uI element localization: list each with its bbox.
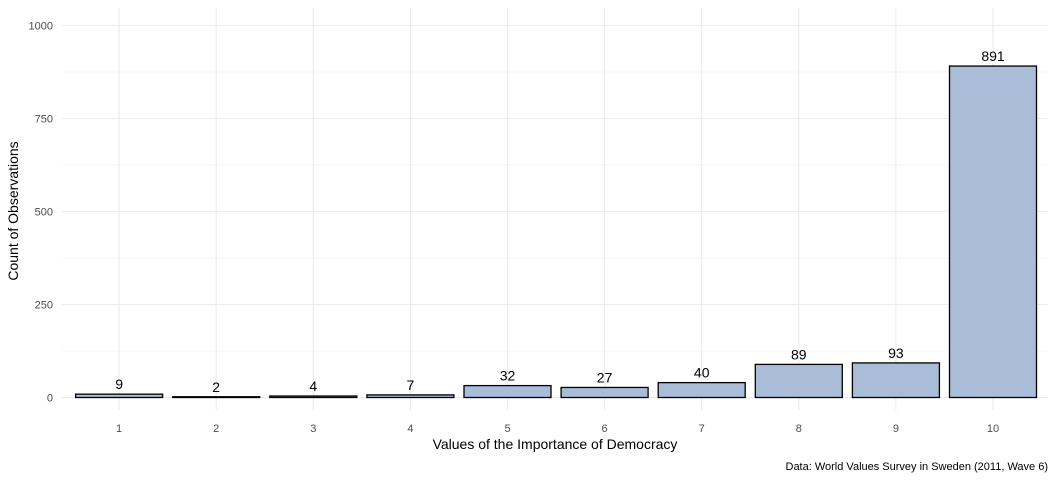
bar [754, 363, 843, 399]
x-tick-label: 3 [310, 423, 316, 435]
bar [74, 393, 164, 399]
bar [948, 65, 1038, 399]
bar [560, 386, 649, 399]
y-tick-label: 500 [35, 207, 53, 219]
x-tick-label: 9 [893, 423, 899, 435]
grid-lines [62, 8, 1048, 410]
bar-data-label: 32 [500, 368, 516, 384]
bar [172, 396, 261, 399]
bar-data-label: 7 [407, 377, 415, 393]
bar [269, 395, 358, 399]
bar-data-label: 2 [212, 379, 220, 395]
x-tick-label: 4 [407, 423, 413, 435]
y-tick-label: 1000 [29, 21, 53, 33]
y-tick-label: 0 [47, 393, 53, 405]
bar-data-label: 40 [694, 365, 710, 381]
y-axis-title: Count of Observations [5, 141, 21, 280]
y-axis-tick-labels: 0 250 500 750 1000 [29, 21, 53, 405]
x-tick-label: 1 [116, 423, 122, 435]
bar-data-label: 4 [309, 378, 317, 394]
bar-data-label: 93 [888, 345, 904, 361]
bar [366, 394, 455, 399]
x-tick-label: 10 [987, 423, 999, 435]
x-tick-label: 7 [699, 423, 705, 435]
y-tick-label: 750 [35, 114, 53, 126]
chart-caption: Data: World Values Survey in Sweden (201… [786, 461, 1049, 473]
x-tick-label: 6 [602, 423, 608, 435]
x-axis-title: Values of the Importance of Democracy [433, 436, 678, 452]
bar-data-labels: 9 2 4 7 32 27 40 89 93 891 [115, 48, 1005, 395]
x-tick-label: 5 [504, 423, 510, 435]
x-axis-tick-labels: 1 2 3 4 5 6 7 8 9 10 [116, 423, 999, 435]
y-tick-label: 250 [35, 300, 53, 312]
bar-data-label: 27 [597, 369, 613, 385]
x-tick-label: 8 [796, 423, 802, 435]
bars [74, 65, 1038, 399]
bar-data-label: 9 [115, 376, 123, 392]
bar [463, 384, 552, 399]
bar-data-label: 89 [791, 346, 807, 362]
bar [851, 362, 941, 399]
bar [657, 381, 746, 399]
x-tick-label: 2 [213, 423, 219, 435]
bar-data-label: 891 [981, 48, 1005, 64]
